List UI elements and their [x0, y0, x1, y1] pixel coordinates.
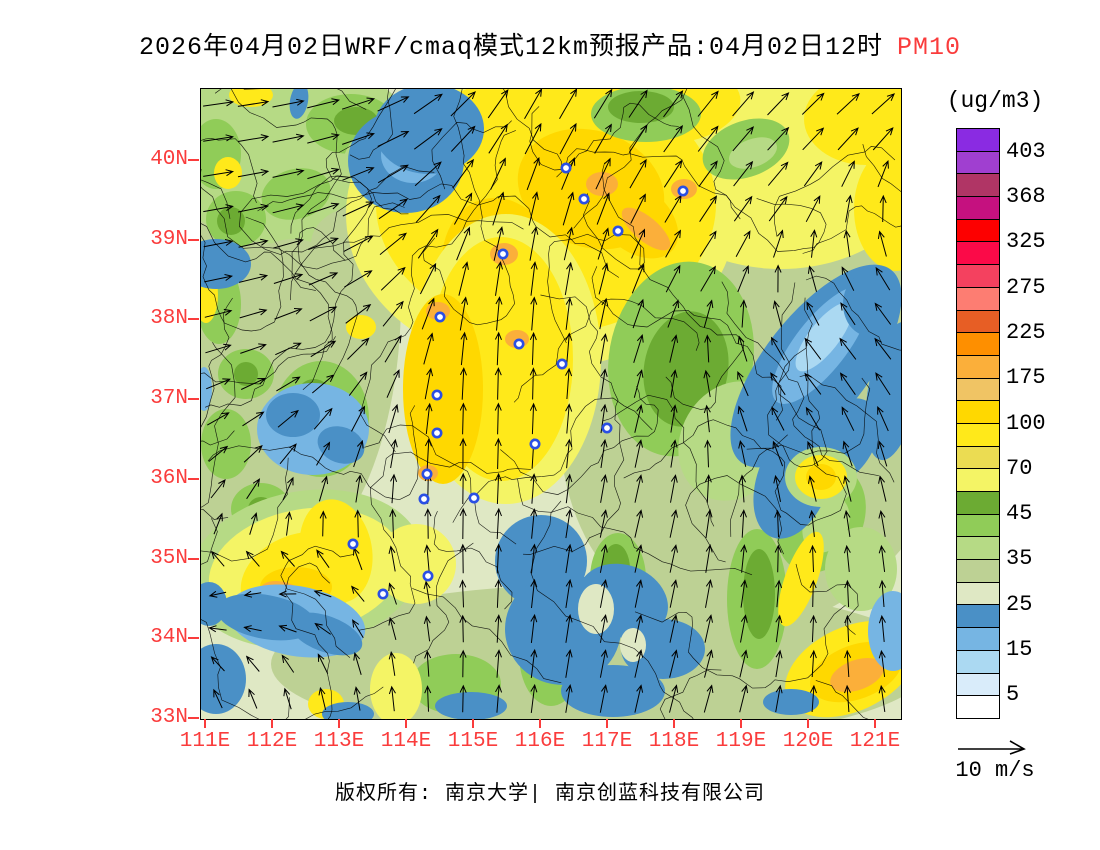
colorbar-label-5: 5 — [1006, 682, 1020, 708]
colorbar-segment-3 — [957, 174, 999, 198]
colorbar-segment-25 — [957, 673, 999, 697]
lat-tick — [188, 238, 199, 241]
lon-label-112E: 112E — [246, 730, 298, 753]
lat-tick — [188, 318, 199, 321]
lon-tick — [405, 719, 407, 728]
map-plot-area — [200, 88, 902, 720]
colorbar-segment-15 — [957, 446, 999, 470]
colorbar-segment-11 — [957, 355, 999, 379]
lon-label-118E: 118E — [648, 730, 700, 753]
lon-tick — [606, 719, 608, 728]
lat-tick — [188, 637, 199, 640]
colorbar-segment-22 — [957, 605, 999, 629]
lat-label-33N: 33N — [150, 705, 188, 729]
lon-label-113E: 113E — [313, 730, 365, 753]
colorbar-segment-4 — [957, 197, 999, 220]
lon-tick — [673, 719, 675, 728]
colorbar-segment-24 — [957, 650, 999, 674]
lon-label-121E: 121E — [849, 730, 901, 753]
colorbar-label-175: 175 — [1006, 365, 1046, 391]
colorbar-segment-12 — [957, 378, 999, 402]
lat-label-40N: 40N — [150, 148, 188, 171]
colorbar-segment-9 — [957, 310, 999, 334]
colorbar-segment-14 — [957, 423, 999, 447]
colorbar-segment-13 — [957, 401, 999, 424]
lon-tick — [338, 719, 340, 728]
lon-tick — [740, 719, 742, 728]
copyright-text: 版权所有: 南京大学| 南京创蓝科技有限公司 — [334, 783, 765, 806]
lon-label-117E: 117E — [581, 730, 633, 753]
colorbar-label-70: 70 — [1006, 455, 1033, 481]
lat-label-36N: 36N — [150, 466, 188, 490]
colorbar-label-368: 368 — [1006, 183, 1046, 209]
colorbar-segment-5 — [957, 219, 999, 243]
colorbar-segment-26 — [957, 696, 999, 718]
colorbar — [956, 128, 1000, 719]
colorbar-label-15: 15 — [1006, 637, 1033, 663]
lat-tick — [188, 716, 199, 719]
lon-label-119E: 119E — [715, 730, 767, 753]
lon-label-120E: 120E — [782, 730, 834, 753]
colorbar-label-225: 225 — [1006, 319, 1046, 345]
lon-label-116E: 116E — [514, 730, 566, 753]
colorbar-segment-21 — [957, 582, 999, 606]
colorbar-segment-7 — [957, 265, 999, 288]
colorbar-label-325: 325 — [1006, 229, 1046, 255]
lon-tick — [539, 719, 541, 728]
colorbar-segment-18 — [957, 514, 999, 538]
colorbar-segment-16 — [957, 469, 999, 492]
lat-tick — [188, 159, 199, 161]
colorbar-label-403: 403 — [1006, 138, 1046, 164]
lat-tick — [188, 557, 199, 560]
colorbar-label-275: 275 — [1006, 274, 1046, 300]
wind-scale-arrow-icon — [958, 740, 1026, 755]
colorbar-segment-2 — [957, 151, 999, 175]
colorbar-segment-10 — [957, 333, 999, 356]
lon-label-114E: 114E — [380, 730, 432, 753]
lat-label-37N: 37N — [150, 387, 188, 411]
colorbar-segment-8 — [957, 287, 999, 311]
colorbar-segment-6 — [957, 242, 999, 266]
pm10-contour-map — [201, 89, 901, 719]
lon-tick — [472, 719, 474, 728]
wind-scale-label: 10 m/s — [955, 758, 1035, 783]
lat-label-39N: 39N — [150, 227, 188, 251]
lon-tick — [204, 719, 206, 728]
colorbar-segment-20 — [957, 560, 999, 583]
page-title: 2026年04月02日WRF/cmaq模式12km预报产品:04月02日12时 P… — [0, 26, 1100, 62]
colorbar-segment-23 — [957, 628, 999, 651]
colorbar-segment-1 — [957, 129, 999, 152]
lat-label-35N: 35N — [150, 546, 188, 570]
lat-label-38N: 38N — [150, 307, 188, 331]
lon-label-111E: 111E — [179, 730, 231, 753]
wind-scale-legend: 10 m/s — [940, 736, 1050, 783]
lat-tick — [188, 398, 199, 401]
lon-tick — [807, 719, 809, 728]
colorbar-label-25: 25 — [1006, 591, 1033, 617]
title-main: 2026年04月02日WRF/cmaq模式12km预报产品:04月02日12时 — [138, 33, 884, 62]
title-pollutant: PM10 — [897, 33, 962, 62]
lon-tick — [874, 719, 876, 728]
colorbar-segment-19 — [957, 537, 999, 561]
colorbar-label-35: 35 — [1006, 546, 1033, 572]
colorbar-label-45: 45 — [1006, 501, 1033, 527]
colorbar-units-label: (ug/m3) — [946, 88, 1044, 114]
lon-tick — [271, 719, 273, 728]
lat-tick — [188, 477, 199, 480]
lat-label-34N: 34N — [150, 626, 188, 650]
lon-label-115E: 115E — [447, 730, 499, 753]
colorbar-segment-17 — [957, 492, 999, 515]
colorbar-label-100: 100 — [1006, 410, 1046, 436]
